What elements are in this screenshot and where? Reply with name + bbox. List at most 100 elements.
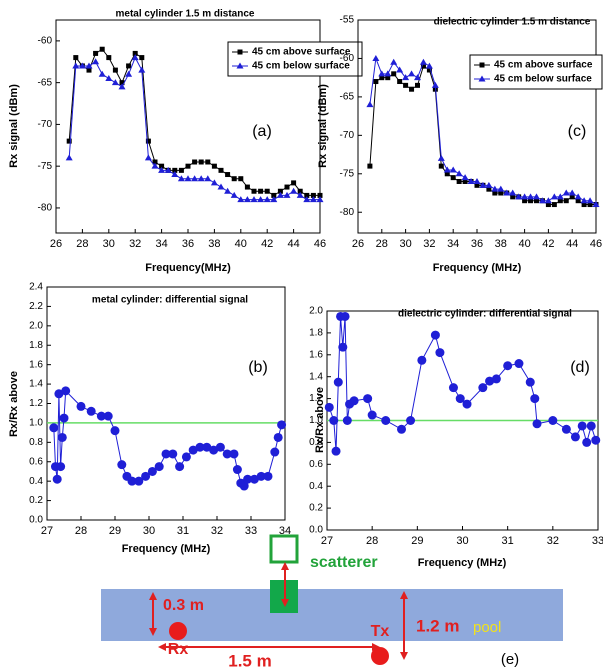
marker — [363, 394, 373, 404]
marker — [195, 442, 205, 452]
marker — [118, 83, 126, 90]
y-tick-label: 0.2 — [309, 503, 323, 514]
marker — [586, 421, 596, 431]
x-tick-label: 26 — [352, 238, 364, 250]
marker — [510, 194, 516, 200]
x-tick-label: 32 — [423, 238, 435, 250]
marker — [178, 167, 184, 173]
marker — [556, 193, 564, 200]
marker — [99, 46, 105, 52]
legend-label: 45 cm above surface — [494, 60, 593, 71]
marker — [151, 162, 159, 169]
marker — [521, 193, 529, 200]
y-tick-label: -70 — [38, 119, 53, 130]
marker — [250, 196, 258, 203]
marker — [568, 189, 576, 196]
y-tick-label: 2.2 — [29, 301, 43, 312]
marker — [478, 383, 488, 393]
marker — [408, 70, 416, 77]
arrowhead — [149, 592, 157, 600]
marker — [492, 190, 498, 196]
x-tick-label: 38 — [495, 238, 507, 250]
marker — [533, 193, 540, 200]
marker — [366, 101, 374, 108]
marker — [258, 188, 264, 194]
marker — [217, 183, 225, 190]
x-tick-label: 42 — [542, 238, 554, 250]
marker — [205, 159, 211, 165]
y-axis-label: Rx/Rx above — [8, 371, 20, 437]
marker — [414, 74, 421, 81]
marker — [455, 170, 463, 177]
x-tick-label: 34 — [279, 525, 291, 537]
chart: 27 28 29 30 31 32 33 34 0.0 0.2 0.4 0.6 0.8 1.0 1.2 1.4… — [8, 282, 291, 555]
marker — [515, 193, 523, 200]
marker — [290, 187, 298, 194]
marker — [125, 70, 133, 77]
tx-antenna — [371, 647, 389, 665]
marker — [415, 82, 420, 88]
marker — [54, 389, 64, 399]
marker — [402, 74, 410, 81]
legend-label: 45 cm below surface — [252, 61, 350, 72]
marker — [420, 63, 426, 69]
x-tick-label: 34 — [155, 238, 167, 250]
marker — [198, 159, 204, 165]
y-axis-label: Rx signal (dBm) — [8, 84, 20, 168]
marker — [575, 198, 581, 204]
x-tick-label: 32 — [547, 535, 559, 547]
chart-title: dielectric cylinder: differential signal — [398, 309, 572, 320]
marker — [86, 67, 92, 73]
marker — [304, 192, 310, 198]
x-tick-label: 28 — [366, 535, 378, 547]
marker — [486, 186, 492, 192]
marker — [478, 75, 486, 82]
x-tick-label: 32 — [129, 238, 141, 250]
pool-diagram: scatterer 0.3 m Rx Tx 1.2 m pool 1.5 m (… — [101, 534, 563, 670]
marker — [229, 449, 239, 459]
marker — [591, 435, 601, 445]
marker — [497, 185, 505, 192]
marker — [379, 75, 385, 81]
y-tick-label: 1.6 — [309, 349, 323, 360]
marker — [485, 181, 493, 188]
y-tick-label: -80 — [340, 207, 355, 218]
marker — [72, 62, 80, 69]
marker — [430, 330, 440, 340]
marker — [85, 62, 93, 69]
marker — [425, 62, 433, 69]
marker — [237, 49, 243, 55]
legend-box — [227, 41, 363, 77]
marker — [103, 411, 113, 421]
marker — [78, 62, 86, 69]
x-tick-label: 30 — [143, 525, 155, 537]
y-tick-label: -80 — [38, 203, 53, 214]
marker — [527, 193, 535, 200]
marker — [239, 481, 249, 491]
marker — [171, 171, 179, 178]
marker — [522, 198, 528, 204]
marker — [218, 167, 224, 173]
tx-label: Tx — [371, 623, 390, 640]
x-tick-label: 33 — [245, 525, 257, 537]
arrowhead — [158, 643, 166, 651]
marker — [131, 54, 139, 61]
marker — [329, 416, 339, 425]
x-axis-label: Frequency (MHz) — [433, 262, 522, 274]
marker — [141, 471, 151, 481]
y-tick-label: 0.0 — [29, 515, 43, 526]
marker — [73, 55, 79, 61]
marker — [385, 75, 391, 81]
marker — [256, 471, 266, 481]
marker — [491, 374, 501, 384]
marker — [397, 424, 407, 434]
y-tick-label: 1.2 — [29, 398, 43, 409]
marker — [270, 447, 280, 457]
marker — [158, 166, 166, 173]
y-tick-label: -60 — [340, 53, 355, 64]
y-tick-label: 0.6 — [29, 456, 43, 467]
x-axis-label: Frequency (MHz) — [418, 557, 507, 569]
marker — [592, 201, 600, 208]
marker — [580, 197, 588, 204]
y-tick-label: 0.4 — [309, 481, 323, 492]
